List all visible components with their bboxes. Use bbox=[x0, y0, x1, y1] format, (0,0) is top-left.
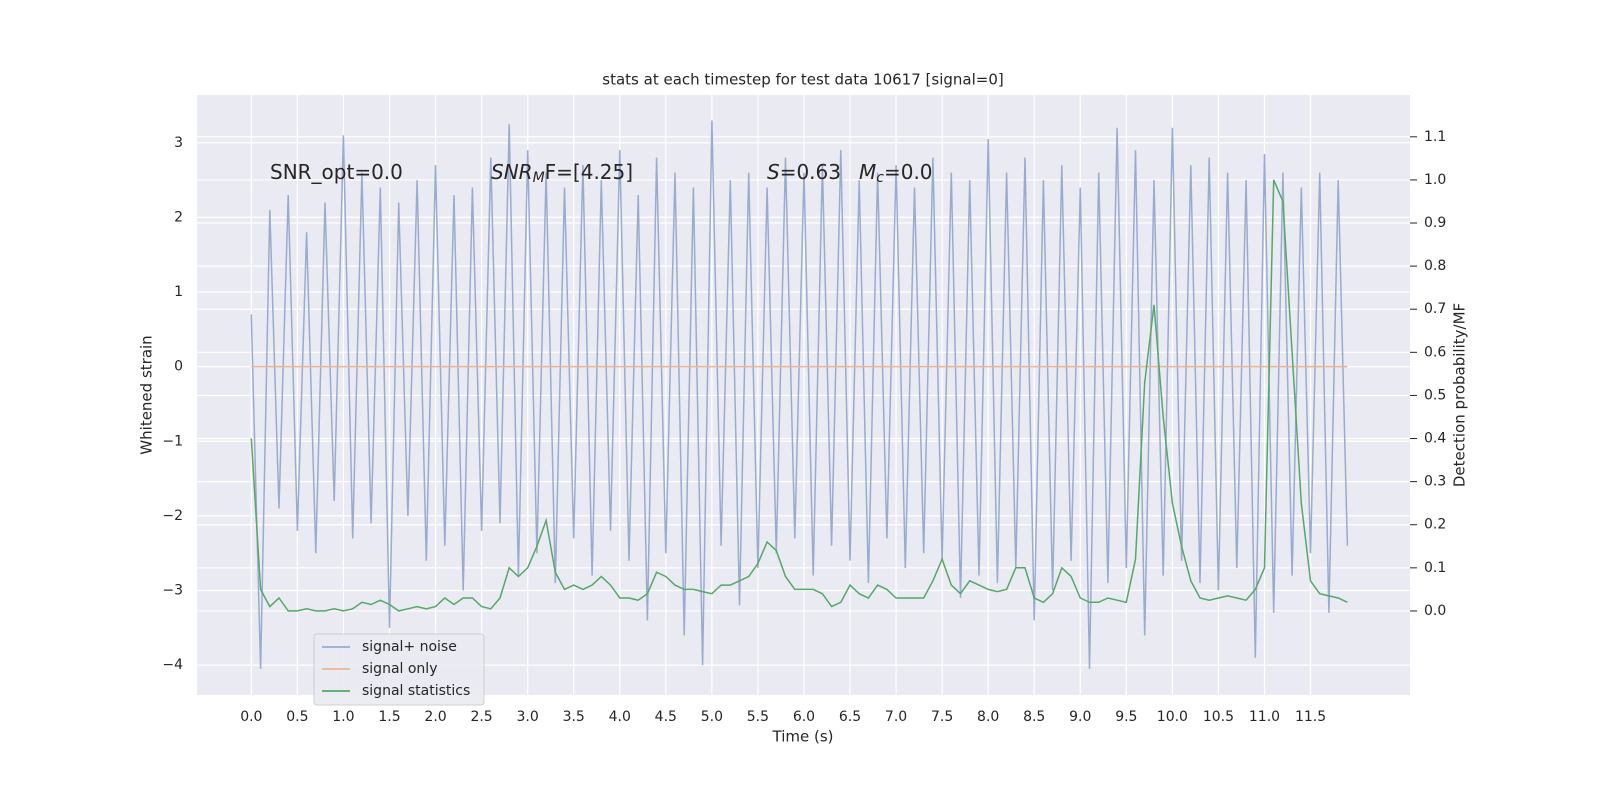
y-tick-label: −2 bbox=[162, 508, 183, 524]
x-axis-label: Time (s) bbox=[772, 728, 834, 746]
y-tick-label: −3 bbox=[162, 583, 183, 599]
legend-label: signal+ noise bbox=[362, 639, 457, 655]
x-tick-label: 1.5 bbox=[378, 709, 400, 725]
annotation-tail: F=[4.25] bbox=[545, 160, 633, 184]
x-tick-label: 6.0 bbox=[793, 709, 815, 725]
y-tick-label: −1 bbox=[162, 433, 183, 449]
x-tick-label: 4.0 bbox=[609, 709, 631, 725]
y-tick-label: 3 bbox=[174, 135, 183, 151]
annotation-tail: =0.0 bbox=[884, 160, 933, 184]
x-tick-label: 3.5 bbox=[563, 709, 585, 725]
x-tick-label: 6.5 bbox=[839, 709, 861, 725]
legend-box bbox=[313, 633, 485, 706]
annotation-text: SNR_opt=0.0 bbox=[270, 160, 403, 184]
legend: signal+ noise signal only signal statistic… bbox=[313, 633, 485, 706]
annotation: SNRMF=[4.25] bbox=[491, 160, 633, 187]
annotation: SNR_opt=0.0 bbox=[270, 160, 403, 184]
x-tick-label: 9.5 bbox=[1115, 709, 1137, 725]
y2-tick-label: 0.9 bbox=[1424, 215, 1446, 231]
annotation-text: S bbox=[767, 160, 780, 184]
x-tick-label: 2.5 bbox=[470, 709, 492, 725]
annotation-text: M bbox=[859, 160, 876, 184]
y2-tick-label: 1.0 bbox=[1424, 172, 1446, 188]
y-tick-label: 0 bbox=[174, 359, 183, 375]
x-tick-label: 1.0 bbox=[332, 709, 354, 725]
annotation-tail: =0.63 bbox=[780, 160, 841, 184]
x-tick-label: 10.0 bbox=[1157, 709, 1188, 725]
y2-axis-label: Detection probability/MF bbox=[1451, 303, 1469, 487]
x-tick-label: 8.0 bbox=[977, 709, 999, 725]
legend-label: signal statistics bbox=[362, 683, 470, 699]
x-tick-label: 5.0 bbox=[701, 709, 723, 725]
x-tick-label: 8.5 bbox=[1023, 709, 1045, 725]
y2-tick-label: 0.3 bbox=[1424, 474, 1446, 490]
x-tick-label: 3.0 bbox=[517, 709, 539, 725]
y2-tick-label: 0.1 bbox=[1424, 560, 1446, 576]
x-tick-label: 10.5 bbox=[1203, 709, 1234, 725]
x-tick-label: 7.5 bbox=[931, 709, 953, 725]
y2-tick-label: 1.1 bbox=[1424, 129, 1446, 145]
x-tick-label: 0.5 bbox=[286, 709, 308, 725]
annotation: Mc=0.0 bbox=[859, 160, 933, 187]
series-line bbox=[250, 179, 1348, 612]
series-line bbox=[250, 120, 1349, 669]
y-tick-label: 1 bbox=[174, 284, 183, 300]
y2-tick-label: 0.0 bbox=[1424, 603, 1446, 619]
y-tick-label: −4 bbox=[162, 657, 183, 673]
y2-tick-label: 0.5 bbox=[1424, 387, 1446, 403]
annotation-text: SNR bbox=[491, 160, 533, 184]
x-tick-label: 11.5 bbox=[1295, 709, 1326, 725]
x-tick-label: 2.0 bbox=[424, 709, 446, 725]
x-tick-label: 5.5 bbox=[747, 709, 769, 725]
y2-tick-label: 0.4 bbox=[1424, 431, 1446, 447]
y2-tick-label: 0.7 bbox=[1424, 301, 1446, 317]
x-tick-label: 7.0 bbox=[885, 709, 907, 725]
x-tick-label: 4.5 bbox=[655, 709, 677, 725]
legend-label: signal only bbox=[362, 661, 437, 677]
x-tick-label: 9.0 bbox=[1069, 709, 1091, 725]
annotation: S=0.63 bbox=[767, 160, 841, 184]
chart-title: stats at each timestep for test data 106… bbox=[602, 71, 1003, 89]
y-tick-label: 2 bbox=[174, 209, 183, 225]
y2-tick-label: 0.6 bbox=[1424, 344, 1446, 360]
annotation-sub: c bbox=[876, 170, 884, 186]
x-tick-label: 11.0 bbox=[1249, 709, 1280, 725]
y2-tick-label: 0.8 bbox=[1424, 258, 1446, 274]
y2-tick-label: 0.2 bbox=[1424, 517, 1446, 533]
x-tick-label: 0.0 bbox=[240, 709, 262, 725]
lines bbox=[250, 120, 1349, 669]
annotation-sub: M bbox=[533, 170, 545, 186]
y-axis-label: Whitened strain bbox=[138, 335, 156, 454]
